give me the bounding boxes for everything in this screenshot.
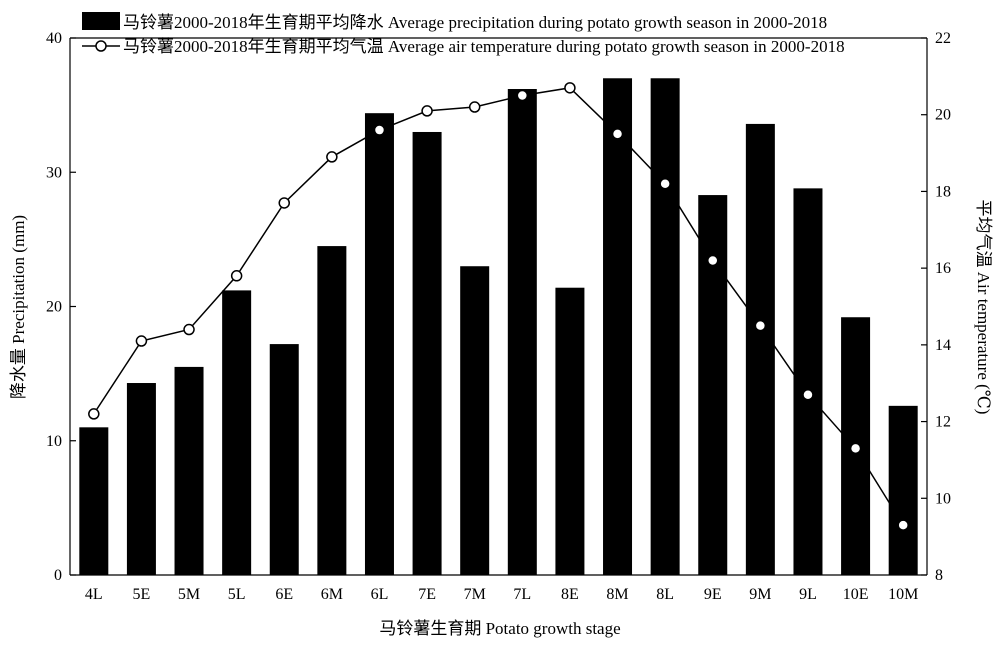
legend: 马铃薯2000-2018年生育期平均降水 Average precipitati… [82, 12, 845, 56]
x-tick-label-7E: 7E [418, 586, 436, 603]
bar-5E [126, 383, 156, 575]
bar-8E [555, 287, 585, 575]
temperature-point-7L [516, 89, 529, 102]
axes [69, 37, 928, 576]
y-axis-right-title: 平均气温 Air temperature (℃) [974, 200, 993, 415]
y-right-tick-label: 20 [935, 107, 951, 124]
x-tick-label-6L: 6L [371, 586, 389, 603]
bar-8L [650, 78, 680, 576]
legend-line-marker [95, 40, 107, 52]
temperature-point-9E [707, 254, 719, 267]
bar-5L [222, 290, 252, 575]
x-tick-label-6M: 6M [321, 586, 343, 603]
temperature-point-6M [326, 151, 338, 163]
x-tick-label-9M: 9M [749, 586, 771, 603]
x-tick-label-6E: 6E [275, 586, 293, 603]
bar-6L [364, 113, 394, 576]
temperature-point-7E [421, 105, 433, 117]
temperature-point-6L [373, 124, 386, 136]
temperature-point-8E [564, 82, 576, 94]
temperature-point-6E [278, 197, 290, 209]
y-axis-left-title: 降水量 Precipitation (mm) [9, 215, 28, 399]
x-axis-title: 马铃薯生育期 Potato growth stage [379, 619, 620, 638]
tick-labels: 0 10 20 30 40 8 10 12 14 16 18 20 22 4L 5E 5M 5L 6E 6M 6L 7E… [46, 30, 951, 603]
x-tick-label-9E: 9E [704, 586, 722, 603]
y-left-tick-label: 20 [46, 299, 62, 316]
bar-9L [793, 188, 823, 576]
temperature-point-5M [183, 323, 195, 336]
temperature-point-9M [754, 319, 767, 332]
y-right-tick-label: 18 [935, 183, 951, 200]
y-left-tick-label: 0 [54, 567, 62, 584]
x-tick-label-9L: 9L [799, 586, 817, 603]
temperature-point-10E [849, 442, 862, 455]
x-tick-label-10E: 10E [843, 586, 869, 603]
legend-bar-swatch [82, 12, 120, 30]
temperature-point-9L [802, 388, 814, 401]
bar-4L [79, 427, 109, 575]
precipitation-bars [79, 78, 918, 576]
y-right-tick-label: 22 [935, 30, 951, 47]
temperature-point-8M [611, 128, 624, 140]
temperature-point-8L [659, 178, 671, 190]
x-tick-label-7M: 7M [464, 586, 486, 603]
bar-6E [269, 344, 299, 575]
bar-9E [698, 195, 728, 575]
bar-7M [460, 266, 490, 575]
legend-precipitation-label: 马铃薯2000-2018年生育期平均降水 Average precipitati… [123, 13, 827, 32]
temperature-point-4L [88, 408, 100, 420]
x-tick-label-8M: 8M [606, 586, 628, 603]
y-right-tick-label: 12 [935, 414, 951, 431]
bar-5M [174, 366, 204, 575]
temperature-point-5L [230, 270, 243, 282]
x-tick-label-10M: 10M [888, 586, 918, 603]
y-right-tick-label: 16 [935, 260, 951, 277]
y-right-tick-label: 8 [935, 567, 943, 584]
x-tick-label-5M: 5M [178, 586, 200, 603]
bar-9M [745, 123, 775, 576]
temperature-point-7M [468, 101, 481, 113]
temperature-line-series [88, 82, 909, 531]
x-tick-label-8L: 8L [656, 586, 674, 603]
temperature-point-5E [135, 335, 148, 347]
legend-temperature-label: 马铃薯2000-2018年生育期平均气温 Average air tempera… [123, 37, 845, 56]
y-left-tick-label: 40 [46, 30, 62, 47]
temperature-point-10M [897, 519, 909, 531]
bar-6M [317, 246, 347, 575]
x-tick-label-8E: 8E [561, 586, 579, 603]
y-left-tick-label: 10 [46, 433, 62, 450]
x-tick-label-4L: 4L [85, 586, 103, 603]
temperature-line [93, 87, 904, 526]
bar-8M [603, 78, 633, 576]
x-tick-label-5E: 5E [133, 586, 151, 603]
bar-7L [507, 89, 537, 575]
y-right-tick-label: 10 [935, 490, 951, 507]
y-right-tick-label: 14 [935, 337, 951, 354]
x-tick-label-7L: 7L [513, 586, 531, 603]
bar-10M [888, 405, 918, 575]
bar-7E [412, 131, 442, 576]
x-tick-label-5L: 5L [228, 586, 246, 603]
y-left-tick-label: 30 [46, 164, 62, 181]
